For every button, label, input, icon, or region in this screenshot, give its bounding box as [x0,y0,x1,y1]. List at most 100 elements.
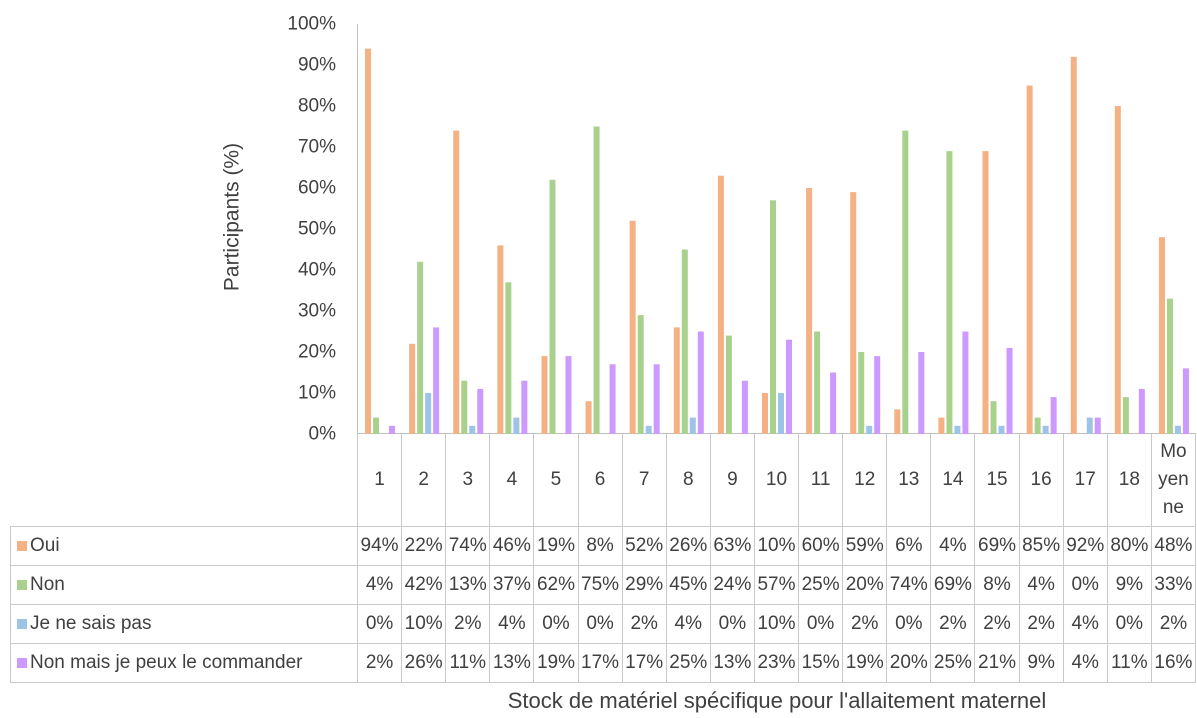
bar-non-mais-je-peux-le-commander-5 [565,356,572,434]
bar-oui-1 [365,48,372,434]
table-value-oui-16: 85% [1019,527,1064,566]
y-tick-label: 30% [298,301,336,322]
bar-oui-12 [850,192,857,434]
legend-cell-oui: Oui [10,527,358,566]
table-value-non-4: 37% [490,566,535,605]
legend-cell-non-mais-je-peux-le-commander: Non mais je peux le commander [10,644,358,683]
category-cell: 9 [710,434,755,527]
category-cell: 7 [622,434,667,527]
legend-swatch-je-ne-sais-pas [17,619,27,629]
table-value-non-mais-je-peux-le-commander-10: 23% [754,644,800,683]
category-cell: 5 [534,434,579,527]
bar-non-8 [681,249,688,434]
bar-non-mais-je-peux-le-commander-11 [830,372,837,434]
bar-non-mais-je-peux-le-commander-8 [697,331,704,434]
table-value-non-9: 24% [710,566,755,605]
bar-je-ne-sais-pas-15 [998,425,1005,434]
bar-non-14 [946,151,953,434]
table-value-non-mais-je-peux-le-commander-1: 2% [358,644,403,683]
category-label: 9 [727,469,738,490]
table-value-je-ne-sais-pas-3: 2% [446,605,491,644]
bar-oui-3 [453,130,460,434]
y-axis [357,24,1196,434]
category-cell: 2 [402,434,447,527]
category-label: 15 [986,469,1008,490]
bar-non-mais-je-peux-le-commander-6 [609,364,616,434]
table-value-oui-6: 8% [578,527,623,566]
bar-oui-6 [585,401,592,434]
y-tick-label: 0% [309,424,337,445]
bar-non-mais-je-peux-le-commander-12 [874,356,881,434]
category-cell: 4 [490,434,535,527]
y-tick-label: 100% [287,14,336,35]
bar-non-mais-je-peux-le-commander-13 [918,352,925,434]
bar-non-18 [1122,397,1129,434]
bar-oui-9 [717,175,724,434]
bar-non-mais-je-peux-le-commander-15 [1006,347,1013,434]
table-value-je-ne-sais-pas-18: 0% [1107,605,1152,644]
bar-series [365,48,1189,435]
bar-non-9 [725,335,732,434]
bar-oui-13 [894,409,901,434]
category-label: 3 [462,469,474,490]
table-value-non-10: 57% [754,566,800,605]
category-label: 1 [374,469,385,490]
table-value-je-ne-sais-pas-1: 0% [358,605,403,644]
y-tick-label: 40% [298,260,336,281]
bar-non-mais-je-peux-le-commander-moyenne [1182,368,1189,434]
category-cell: 8 [666,434,711,527]
bar-non-mais-je-peux-le-commander-2 [433,327,440,434]
table-value-non-mais-je-peux-le-commander-7: 17% [622,644,667,683]
y-tick-label: 10% [298,383,336,404]
table-value-non-mais-je-peux-le-commander-8: 25% [666,644,711,683]
table-value-je-ne-sais-pas-10: 10% [754,605,800,644]
bar-oui-17 [1070,56,1077,435]
table-value-je-ne-sais-pas-11: 0% [799,605,844,644]
category-cell: 13 [887,434,932,527]
bar-je-ne-sais-pas-3 [469,425,476,434]
bar-non-mais-je-peux-le-commander-1 [389,425,396,434]
table-value-oui-3: 74% [446,527,491,566]
y-axis-title: Participants (%) [221,143,244,291]
bar-oui-14 [938,417,945,434]
category-label: 12 [854,469,876,490]
x-axis-title: Stock de matériel spécifique pour l'alla… [508,688,1047,713]
table-value-non-mais-je-peux-le-commander-17: 4% [1063,644,1108,683]
table-value-je-ne-sais-pas-13: 0% [887,605,932,644]
y-tick-labels: 0% 10% 20% 30% 40% 50% 60% 70% 80% 90% 100% [287,14,336,445]
table-value-je-ne-sais-pas-15: 2% [975,605,1020,644]
category-label: 17 [1074,469,1096,490]
table-value-je-ne-sais-pas-6: 0% [578,605,623,644]
legend-label-non-mais-je-peux-le-commander: Non mais je peux le commander [30,652,303,673]
category-label: 13 [898,469,920,490]
table-value-non-8: 45% [666,566,711,605]
table-value-non-mais-je-peux-le-commander-3: 11% [446,644,491,683]
table-value-non-mais-je-peux-le-commander-5: 19% [534,644,579,683]
bar-non-mais-je-peux-le-commander-9 [741,380,748,434]
y-tick-label: 70% [298,137,336,158]
bar-oui-7 [629,220,636,434]
bar-je-ne-sais-pas-16 [1042,425,1049,434]
table-value-je-ne-sais-pas-16: 2% [1019,605,1064,644]
bar-oui-11 [806,188,813,434]
table-value-oui-17: 92% [1063,527,1108,566]
bar-non-mais-je-peux-le-commander-10 [786,339,792,434]
y-tick-label: 80% [298,96,336,117]
table-value-je-ne-sais-pas-5: 0% [534,605,579,644]
table-value-non-mais-je-peux-le-commander-12: 19% [843,644,888,683]
table-value-oui-4: 46% [490,527,535,566]
table-value-non-mais-je-peux-le-commander-9: 13% [710,644,755,683]
category-label: 4 [506,469,518,490]
bar-non-15 [990,401,997,434]
category-label: Moyenne [1158,441,1189,518]
bar-non-1 [373,417,380,434]
y-tick-label: 20% [298,342,336,363]
legend-swatch-non [17,580,27,590]
bar-non-11 [814,331,821,434]
table-value-oui-moyenne: 48% [1151,527,1196,566]
bar-non-7 [637,315,644,434]
bar-non-mais-je-peux-le-commander-4 [521,380,528,434]
category-label: 6 [594,469,606,490]
bar-je-ne-sais-pas-moyenne [1174,425,1181,434]
